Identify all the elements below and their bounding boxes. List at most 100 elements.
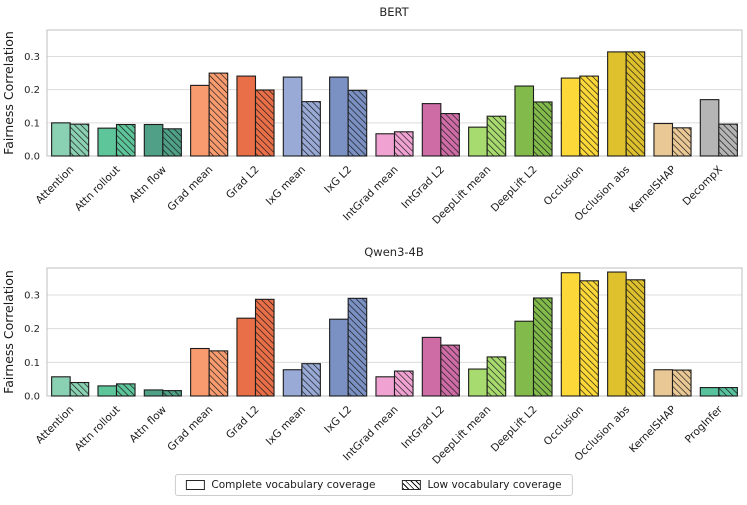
- bar-hatched-Grad mean: [208, 350, 229, 397]
- bar-hatched-IntGrad L2: [440, 344, 460, 397]
- x-tick-label-Attention: Attention: [34, 164, 77, 207]
- bar-solid-Grad mean: [190, 347, 210, 397]
- x-tick-label-ProgInfer: ProgInfer: [683, 403, 726, 446]
- bar-hatched-DeepLift L2: [532, 297, 553, 397]
- x-tick-label-Grad L2: Grad L2: [224, 404, 262, 442]
- bar-solid-Attn flow: [143, 123, 164, 157]
- bar-hatched-IntGrad L2: [440, 113, 460, 157]
- y-tick-label: 0.1: [24, 358, 40, 369]
- x-tick-label-Grad L2: Grad L2: [224, 164, 262, 202]
- bar-hatched-Attention: [69, 123, 90, 157]
- y-tick-label: 0.0: [24, 392, 40, 403]
- bar-solid-Grad L2: [236, 317, 257, 397]
- bar-solid-Occlusion: [560, 272, 581, 397]
- y-tick-label: 0.3: [24, 52, 40, 63]
- bar-hatched-IxG mean: [301, 363, 321, 397]
- x-tick-label-Attention: Attention: [34, 404, 77, 447]
- chart-title-bert: BERT: [379, 5, 409, 19]
- bar-hatched-Occlusion: [579, 75, 599, 157]
- x-tick-label-IntGrad L2: IntGrad L2: [399, 164, 447, 212]
- x-tick-label-Attn rollout: Attn rollout: [73, 404, 123, 454]
- y-tick-label: 0.3: [24, 290, 40, 301]
- legend-item-complete-coverage: Complete vocabulary coverage: [185, 479, 375, 491]
- bar-solid-KernelSHAP: [653, 122, 674, 157]
- x-tick-label-Attn rollout: Attn rollout: [73, 164, 123, 214]
- legend-swatch-hatched: [401, 480, 421, 490]
- bar-hatched-IntGrad mean: [393, 370, 414, 397]
- x-tick-label-Occlusion: Occlusion: [542, 164, 586, 208]
- bar-hatched-KernelSHAP: [671, 369, 692, 397]
- bar-hatched-IntGrad mean: [393, 131, 414, 157]
- bar-solid-IxG L2: [329, 318, 349, 397]
- bar-hatched-DecompX: [718, 123, 738, 157]
- legend-label-complete-coverage: Complete vocabulary coverage: [211, 479, 376, 491]
- bar-solid-IxG L2: [329, 76, 349, 157]
- bar-hatched-Attn flow: [162, 128, 182, 157]
- legend-swatch-solid: [185, 480, 205, 490]
- bar-solid-IntGrad L2: [421, 103, 442, 157]
- y-tick-label: 0.2: [24, 324, 40, 335]
- bar-hatched-Attn flow: [162, 390, 182, 397]
- bar-solid-DeepLift mean: [468, 368, 488, 397]
- bar-hatched-DeepLift L2: [532, 101, 553, 157]
- bar-solid-Attention: [51, 376, 71, 397]
- y-tick-label: 0.1: [24, 118, 40, 129]
- bar-solid-DeepLift mean: [468, 126, 488, 157]
- bar-hatched-Attention: [69, 381, 90, 397]
- bar-solid-Attn flow: [143, 389, 164, 397]
- bar-solid-IntGrad mean: [375, 376, 396, 397]
- x-tick-label-DeepLift L2: DeepLift L2: [489, 404, 540, 455]
- bar-solid-IntGrad mean: [375, 133, 396, 157]
- bar-solid-Occlusion abs: [607, 51, 627, 157]
- chart-title-qwen: Qwen3-4B: [364, 245, 424, 259]
- x-tick-label-Attn flow: Attn flow: [127, 163, 169, 205]
- legend: Complete vocabulary coverage Low vocabul…: [174, 474, 573, 496]
- bar-solid-Attn rollout: [97, 127, 118, 157]
- x-tick-label-IxG L2: IxG L2: [322, 404, 354, 436]
- bar-hatched-DeepLift mean: [486, 115, 507, 157]
- bar-hatched-IxG L2: [347, 297, 368, 397]
- x-tick-label-IxG mean: IxG mean: [264, 404, 308, 448]
- x-tick-label-IxG mean: IxG mean: [264, 164, 308, 208]
- bar-solid-Occlusion abs: [607, 271, 627, 397]
- x-tick-label-Occlusion: Occlusion: [542, 404, 586, 448]
- bar-hatched-Grad L2: [254, 298, 275, 397]
- chart-bert: BERT Fairness Correlation 0.0 0.1 0.2 0.3 At…: [1, 5, 743, 227]
- bar-hatched-Occlusion abs: [625, 51, 646, 157]
- bar-solid-DeepLift L2: [514, 85, 535, 157]
- bar-hatched-ProgInfer: [718, 387, 738, 397]
- bar-hatched-Grad L2: [254, 89, 275, 157]
- bar-solid-IxG mean: [282, 369, 303, 397]
- y-tick-label: 0.0: [24, 152, 40, 163]
- bar-solid-KernelSHAP: [653, 369, 674, 397]
- bar-hatched-KernelSHAP: [671, 127, 692, 157]
- bar-solid-IxG mean: [282, 76, 303, 157]
- bar-solid-DeepLift L2: [514, 320, 535, 397]
- bar-solid-Occlusion: [560, 77, 581, 157]
- bar-solid-DecompX: [699, 99, 720, 157]
- bar-solid-Grad mean: [190, 84, 210, 157]
- bar-solid-Attn rollout: [97, 385, 118, 397]
- bar-solid-ProgInfer: [699, 387, 720, 397]
- x-tick-label-IntGrad L2: IntGrad L2: [399, 404, 447, 452]
- x-tick-label-DecompX: DecompX: [681, 164, 725, 208]
- bar-hatched-IxG L2: [347, 89, 368, 157]
- legend-label-low-coverage: Low vocabulary coverage: [427, 479, 562, 491]
- bar-hatched-Occlusion abs: [625, 279, 646, 397]
- x-tick-label-KernelSHAP: KernelSHAP: [627, 164, 679, 216]
- bar-solid-IntGrad L2: [421, 336, 442, 397]
- x-tick-label-Attn flow: Attn flow: [127, 403, 169, 445]
- bar-hatched-Occlusion: [579, 280, 599, 397]
- x-tick-label-KernelSHAP: KernelSHAP: [627, 404, 679, 456]
- bar-solid-Attention: [51, 122, 71, 157]
- bar-hatched-Attn rollout: [115, 383, 136, 397]
- bar-hatched-Attn rollout: [115, 123, 136, 157]
- x-tick-label-Grad mean: Grad mean: [165, 164, 215, 214]
- chart-qwen3-4b: Qwen3-4B Fairness Correlation 0.00.10.20…: [1, 245, 743, 467]
- bar-hatched-DeepLift mean: [486, 356, 507, 397]
- x-tick-label-Grad mean: Grad mean: [165, 404, 215, 454]
- y-axis-label: Fairness Correlation: [1, 270, 16, 394]
